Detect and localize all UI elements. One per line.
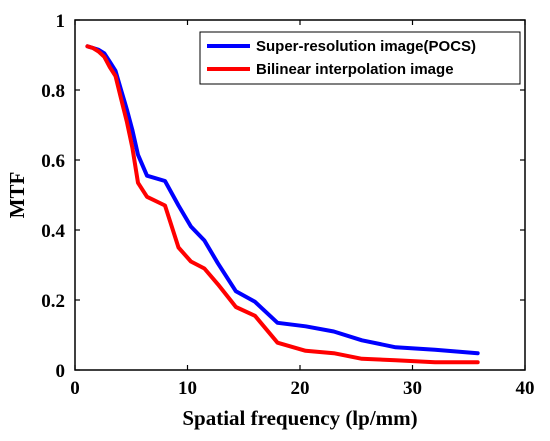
x-tick-label: 0	[70, 378, 80, 399]
legend: Super-resolution image(POCS) Bilinear in…	[199, 31, 521, 85]
axis-tick-labels: 0 10 20 30 40 0 0.2 0.4 0.6 0.8 1	[41, 11, 534, 399]
legend-label-bilinear: Bilinear interpolation image	[256, 61, 454, 78]
y-tick-label: 0	[56, 361, 66, 382]
y-tick-label: 1	[56, 11, 66, 32]
x-tick-label: 20	[291, 378, 310, 399]
x-axis-title: Spatial frequency (lp/mm)	[182, 406, 417, 430]
y-tick-label: 0.8	[41, 81, 65, 102]
axis-ticks	[74, 19, 526, 371]
series-line-bilinear	[85, 44, 480, 365]
x-tick-label: 10	[178, 378, 197, 399]
y-tick-label: 0.2	[41, 291, 65, 312]
y-tick-label: 0.4	[41, 221, 65, 242]
y-tick-label: 0.6	[41, 151, 65, 172]
series-lines	[85, 44, 480, 365]
legend-box	[199, 31, 521, 85]
x-tick-label: 30	[403, 378, 422, 399]
y-axis-title: MTF	[5, 172, 29, 219]
series-line-pocs	[85, 44, 480, 356]
legend-label-pocs: Super-resolution image(POCS)	[256, 38, 476, 55]
x-tick-label: 40	[516, 378, 535, 399]
